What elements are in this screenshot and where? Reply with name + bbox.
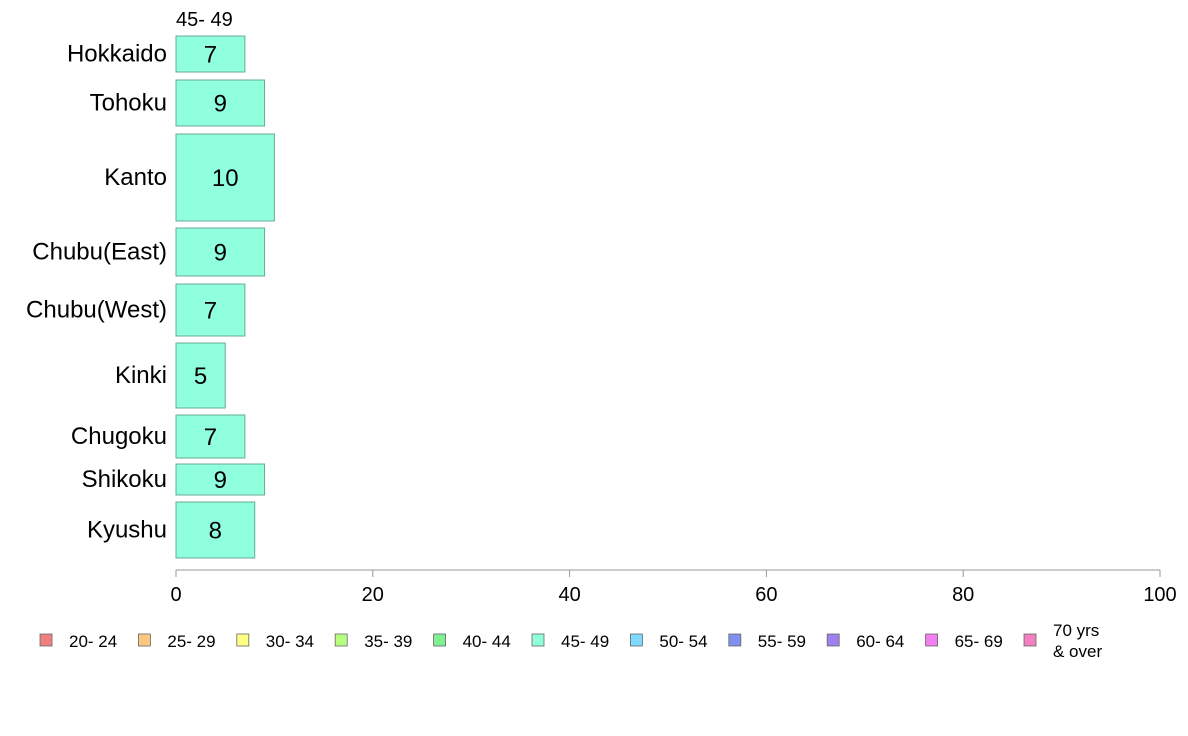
legend-label: 35- 39 [364, 632, 412, 651]
x-tick-label: 80 [952, 584, 974, 606]
x-tick-label: 60 [755, 584, 777, 606]
legend-swatch [630, 633, 643, 647]
legend: 20- 24 25- 29 30- 34 35- 39 40- 44 45- 49 50- … [39, 621, 1102, 661]
legend-label: 50- 54 [659, 632, 707, 651]
bar-value-label: 10 [212, 165, 239, 192]
x-axis: 0 20 40 60 80 100 [170, 569, 1177, 606]
bar-value-label: 9 [214, 91, 227, 118]
category-label: Kinki [115, 362, 167, 389]
series-header: 45- 49 [176, 9, 233, 31]
bar-value-label: 5 [194, 363, 207, 390]
legend-label: 60- 64 [856, 632, 904, 651]
x-tick-label: 20 [362, 584, 384, 606]
bar [175, 35, 246, 73]
bar [175, 133, 275, 222]
legend-swatch [728, 633, 742, 647]
legend-label: 30- 34 [266, 632, 314, 651]
category-label: Shikoku [82, 466, 167, 493]
x-tick-label: 100 [1143, 584, 1176, 606]
bar-value-label: 7 [204, 42, 217, 69]
category-label: Chubu(West) [26, 297, 167, 324]
bar [175, 342, 226, 409]
bar [175, 463, 266, 496]
legend-swatch [236, 633, 250, 647]
legend-swatch [925, 633, 938, 647]
bar-value-label: 7 [204, 298, 217, 325]
bar-value-label: 9 [214, 467, 227, 494]
bar [175, 501, 256, 559]
bar-value-label: 7 [204, 424, 217, 451]
legend-swatch [39, 633, 53, 647]
category-label: Hokkaido [67, 41, 167, 68]
category-label: Kanto [104, 164, 167, 191]
category-label: Chugoku [71, 423, 167, 450]
category-label: Chubu(East) [32, 239, 167, 266]
x-tick-label: 40 [558, 584, 580, 606]
bars-group: Hokkaido 7 Tohoku 9 Kanto 10 Chubu(East) 9 Chubu… [26, 35, 275, 559]
legend-swatch [826, 633, 840, 647]
legend-label: 45- 49 [561, 632, 609, 651]
category-label: Tohoku [90, 90, 167, 117]
legend-label: 20- 24 [69, 632, 117, 651]
legend-label: 25- 29 [167, 632, 215, 651]
legend-swatch [1023, 633, 1037, 647]
legend-label: 65- 69 [955, 632, 1003, 651]
x-tick-label: 0 [170, 584, 181, 606]
bar-value-label: 8 [209, 518, 222, 545]
category-label: Kyushu [87, 517, 167, 544]
legend-swatch [334, 633, 348, 647]
legend-swatch [531, 633, 545, 647]
bar-value-label: 9 [214, 240, 227, 267]
legend-swatch [137, 633, 151, 647]
bar [175, 414, 246, 459]
legend-swatch [433, 633, 447, 647]
bar [175, 79, 266, 127]
legend-label: 40- 44 [463, 632, 511, 651]
bar [175, 227, 266, 277]
bar [175, 283, 246, 337]
legend-label: 55- 59 [758, 632, 806, 651]
legend-label: 70 yrs & over [1053, 621, 1102, 661]
